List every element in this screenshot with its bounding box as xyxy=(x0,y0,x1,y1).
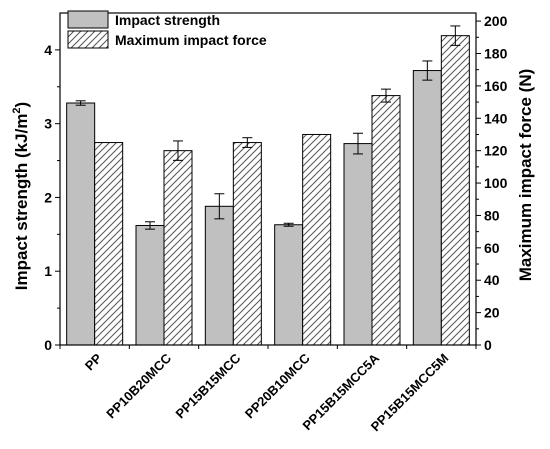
error-bar-impact-strength-0 xyxy=(75,100,86,106)
y-right-tick-label-9: 180 xyxy=(484,45,508,61)
error-bar-impact-strength-5 xyxy=(422,60,433,81)
error-bar-maximum-impact-force-5 xyxy=(450,25,461,46)
x-tick-label-0: PP xyxy=(82,350,105,373)
bar-impact-strength-5 xyxy=(412,70,442,346)
error-bar-impact-strength-3 xyxy=(283,222,294,227)
y-right-tick-label-2: 40 xyxy=(484,272,500,288)
bar-impact-strength-1 xyxy=(135,224,165,346)
bar-maximum-impact-force-3 xyxy=(302,133,332,346)
bar-maximum-impact-force-1 xyxy=(163,150,193,346)
bar-maximum-impact-force-2 xyxy=(232,142,262,346)
bar-maximum-impact-force-0 xyxy=(94,142,124,346)
bar-maximum-impact-force-5 xyxy=(440,35,470,346)
legend-label-impact-strength: Impact strength xyxy=(115,12,220,28)
x-tick-label-2: PP15B15MCC xyxy=(173,350,244,421)
bar-impact-strength-4 xyxy=(343,143,373,346)
error-bar-impact-strength-2 xyxy=(214,193,225,220)
y-left-tick-label-0: 0 xyxy=(44,337,52,353)
bar-maximum-impact-force-4 xyxy=(371,95,401,346)
y-right-tick-label-10: 200 xyxy=(484,13,508,29)
y-right-tick-label-0: 0 xyxy=(484,337,492,353)
legend: Impact strength Maximum impact force xyxy=(67,10,267,49)
x-tick-label-5: PP15B15MCC5M xyxy=(368,351,452,435)
y-right-tick-label-3: 60 xyxy=(484,240,500,256)
error-bar-maximum-impact-force-1 xyxy=(173,140,183,161)
y-axis-right-title: Maximum impact force (N) xyxy=(516,69,535,282)
y-right-tick-label-8: 160 xyxy=(484,78,508,94)
y-right-tick-label-4: 80 xyxy=(484,207,500,223)
legend-label-maximum-impact-force: Maximum impact force xyxy=(115,32,267,48)
error-bar-maximum-impact-force-4 xyxy=(381,88,391,103)
y-left-tick-label-1: 1 xyxy=(44,263,52,279)
bar-impact-strength-2 xyxy=(204,205,234,346)
y-left-tick-label-3: 3 xyxy=(44,116,52,132)
y-axis-left-title: Impact strength (kJ/m2) xyxy=(11,102,31,290)
error-bar-maximum-impact-force-2 xyxy=(242,137,253,148)
x-tick-label-1: PP10B20MCC xyxy=(103,350,174,421)
legend-swatch-maximum-impact-force xyxy=(67,30,109,49)
error-bar-impact-strength-1 xyxy=(145,221,155,230)
x-tick-label-3: PP20B10MCC xyxy=(242,350,313,421)
legend-swatch-impact-strength xyxy=(67,10,109,29)
error-bar-impact-strength-4 xyxy=(353,132,363,155)
y-left-tick-label-2: 2 xyxy=(44,189,52,205)
bar-impact-strength-0 xyxy=(66,102,96,346)
y-right-tick-label-1: 20 xyxy=(484,305,500,321)
y-left-tick-label-4: 4 xyxy=(44,42,52,58)
bar-impact-strength-3 xyxy=(274,224,304,346)
y-right-tick-label-6: 120 xyxy=(484,143,508,159)
y-right-tick-label-5: 100 xyxy=(484,175,508,191)
y-right-tick-label-7: 140 xyxy=(484,110,508,126)
